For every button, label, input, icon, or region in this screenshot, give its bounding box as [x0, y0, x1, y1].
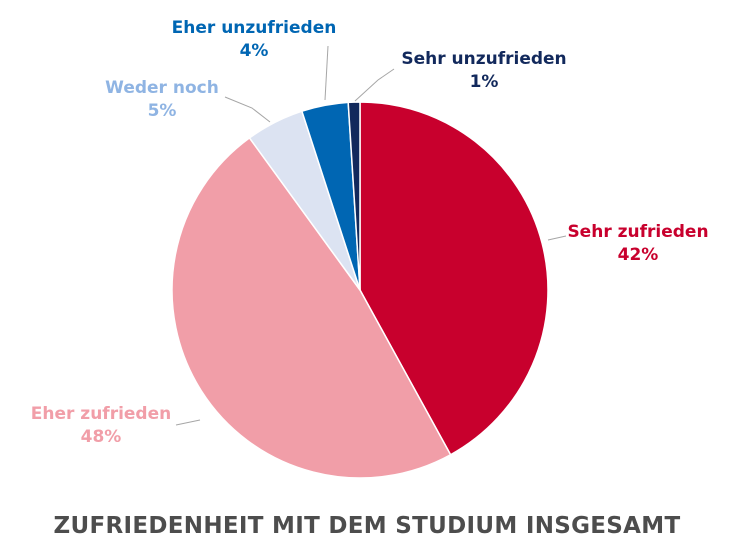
slice-labels: Sehr zufrieden 42% Eher zufrieden 48% Weder … [31, 18, 709, 447]
slice-label: Sehr zufrieden [567, 222, 708, 242]
slice-value-label: 5% [148, 101, 177, 121]
pie-slice-eher-zufrieden [171, 136, 452, 479]
slice-value-label: 48% [81, 427, 122, 447]
slice-label: Eher unzufrieden [172, 18, 337, 38]
pie-slice-sehr-unzufrieden [347, 101, 361, 291]
leader-lines [175, 45, 567, 426]
slice-label: Eher zufrieden [31, 404, 171, 424]
leader-line [175, 419, 201, 426]
chart-title: ZUFRIEDENHEIT MIT DEM STUDIUM INSGESAMT [54, 513, 681, 539]
slice-label: Sehr unzufrieden [401, 49, 566, 69]
slice-label: Weder noch [105, 78, 219, 98]
leader-line [547, 235, 567, 241]
slice-value-label: 4% [240, 41, 269, 61]
pie-slices [171, 101, 549, 479]
pie-slice-sehr-zufrieden [359, 101, 549, 456]
slice-value-label: 1% [470, 72, 499, 92]
leader-line [354, 68, 395, 102]
leader-line [324, 45, 329, 101]
slice-value-label: 42% [618, 245, 659, 265]
leader-line [224, 96, 271, 123]
